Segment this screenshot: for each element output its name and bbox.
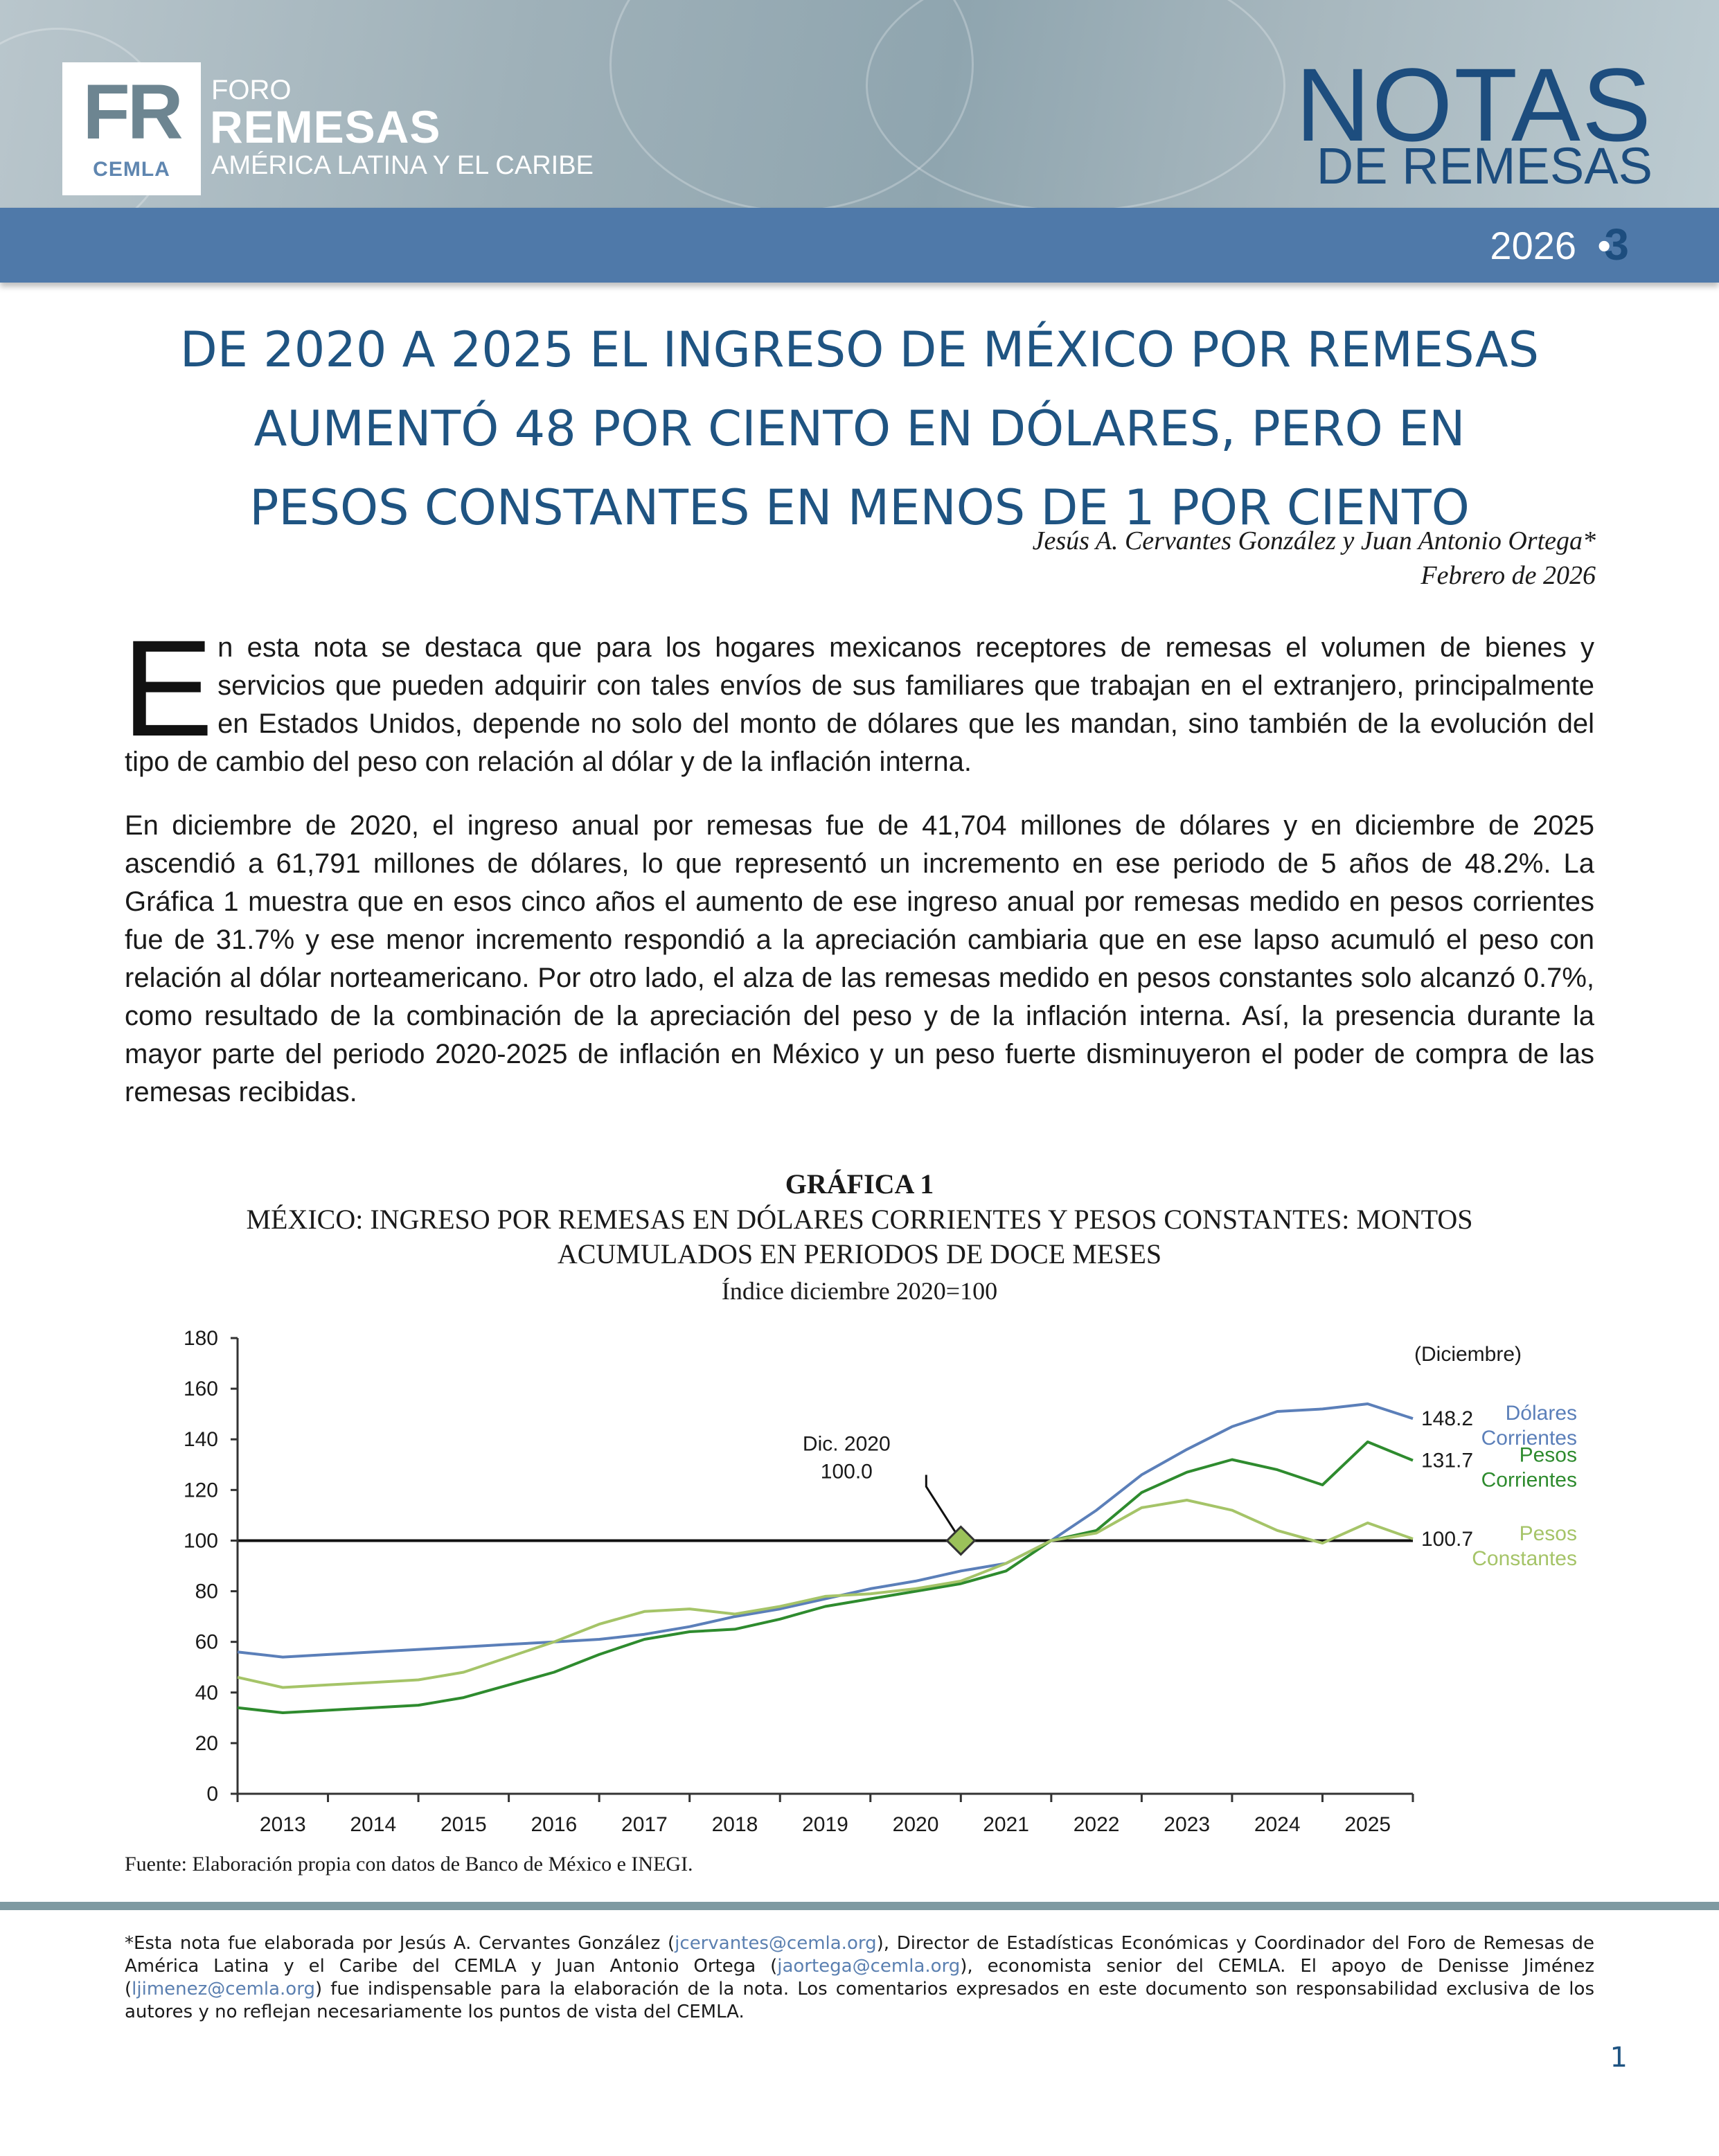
y-tick-label: 40 (195, 1682, 218, 1704)
series-label: Dólares (1506, 1402, 1577, 1425)
y-tick-label: 20 (195, 1732, 218, 1755)
footer-divider (0, 1902, 1719, 1910)
intro-paragraph-text: n esta nota se destaca que para los hoga… (125, 632, 1594, 777)
y-tick-label: 180 (184, 1327, 218, 1350)
foro-remesas-logo: FR CEMLA (62, 62, 201, 195)
end-values-header: (Diciembre) (1414, 1343, 1522, 1366)
remittances-index-chart: 0 20 40 60 80 100 120 140 160 180 2013 2014 2015 2016… (184, 1327, 1577, 1836)
article-title-line: AUMENTÓ 48 POR CIENTO EN DÓLARES, PERO E… (253, 400, 1466, 457)
article-title-line: DE 2020 A 2025 EL INGRESO DE MÉXICO POR … (179, 321, 1540, 378)
x-tick-label: 2019 (802, 1813, 848, 1836)
end-value-label: 131.7 (1421, 1450, 1473, 1472)
y-tick-label: 100 (184, 1529, 218, 1552)
body-paragraph: En diciembre de 2020, el ingreso anual p… (125, 810, 1594, 1107)
x-tick-label: 2014 (350, 1813, 396, 1836)
x-tick-label: 2015 (440, 1813, 487, 1836)
y-tick-label: 120 (184, 1479, 218, 1502)
x-tick-label: 2021 (983, 1813, 1029, 1836)
banner-ornament (866, 0, 1285, 208)
issue-year: 2026 (1490, 224, 1576, 267)
page-number: 1 (1610, 2042, 1628, 2074)
annotation-marker (945, 1525, 977, 1556)
x-tick-label: 2017 (621, 1813, 668, 1836)
y-tick-label: 0 (206, 1783, 218, 1806)
y-tick-label: 160 (184, 1378, 218, 1400)
x-tick-label: 2023 (1164, 1813, 1210, 1836)
footnote-text: *Esta nota fue elaborada por Jesús A. Ce… (125, 1933, 675, 1954)
drop-cap: E (122, 612, 214, 765)
footnote-text: ), Director de Estadísticas Económicas y… (125, 1933, 1595, 1977)
author-footnote: *Esta nota fue elaborada por Jesús A. Ce… (125, 1932, 1594, 2024)
end-value-label: 148.2 (1421, 1407, 1473, 1430)
logo-region: AMÉRICA LATINA Y EL CARIBE (211, 151, 594, 180)
series-lines-group (237, 1402, 1414, 1714)
email-link[interactable]: jaortega@cemla.org (777, 1956, 961, 1977)
series-label: Constantes (1472, 1547, 1577, 1570)
series-label: Corrientes (1481, 1469, 1577, 1492)
x-tick-label: 2022 (1074, 1813, 1120, 1836)
annotation-leader (925, 1475, 962, 1542)
end-value-label: 100.7 (1421, 1528, 1473, 1551)
x-tick-label: 2018 (712, 1813, 758, 1836)
axes-group: 0 20 40 60 80 100 120 140 160 180 2013 2014 2015 2016… (184, 1327, 1414, 1836)
series-line-2 (237, 1499, 1414, 1689)
series-line-0 (237, 1402, 1414, 1659)
footnote-text: ), economista senior del CEMLA. El apoyo… (125, 1956, 1594, 1999)
issue-band (0, 208, 1719, 283)
header-banner (0, 0, 1719, 208)
y-tick-label: 60 (195, 1631, 218, 1654)
x-tick-label: 2013 (260, 1813, 306, 1836)
email-link[interactable]: jcervantes@cemla.org (675, 1933, 877, 1954)
chart-title: MÉXICO: INGRESO POR REMESAS EN DÓLARES C… (246, 1204, 1473, 1269)
issue-bullet: • (1597, 224, 1611, 267)
article-title-line: PESOS CONSTANTES EN MENOS DE 1 POR CIENT… (249, 479, 1470, 536)
annotation-value: 100.0 (821, 1460, 873, 1483)
chart-subtitle: Índice diciembre 2020=100 (721, 1277, 998, 1305)
article-authors: Jesús A. Cervantes González y Juan Anton… (1032, 526, 1596, 555)
series-subtitle: DE REMESAS (1316, 137, 1653, 195)
chart-source: Fuente: Elaboración propia con datos de … (125, 1853, 693, 1876)
series-line-1 (237, 1440, 1414, 1714)
email-link[interactable]: ljimenez@cemla.org (132, 1979, 315, 1999)
y-tick-label: 140 (184, 1428, 218, 1451)
article-title: DE 2020 A 2025 EL INGRESO DE MÉXICO POR … (104, 310, 1615, 547)
logo-monogram: FR (82, 69, 183, 155)
logo-foro: FORO (211, 75, 292, 105)
footnote-text: ) fue indispensable para la elaboración … (125, 1979, 1594, 2022)
article-date: Febrero de 2026 (1420, 561, 1596, 590)
issue-number: 3 (1604, 220, 1629, 269)
annotation-group: Dic. 2020 100.0 (803, 1432, 977, 1556)
logo-remesas: REMESAS (210, 101, 441, 152)
annotation-label: Dic. 2020 (803, 1432, 891, 1455)
logo-cemla: CEMLA (93, 158, 170, 181)
x-tick-label: 2025 (1344, 1813, 1391, 1836)
series-label: Pesos (1520, 1522, 1577, 1545)
series-title: NOTAS (1295, 46, 1653, 163)
y-tick-label: 80 (195, 1580, 218, 1603)
x-tick-label: 2024 (1254, 1813, 1301, 1836)
series-label: Pesos (1520, 1444, 1577, 1467)
chart-label: GRÁFICA 1 (785, 1168, 934, 1200)
x-tick-label: 2020 (893, 1813, 939, 1836)
x-tick-label: 2016 (531, 1813, 578, 1836)
series-label: Corrientes (1481, 1427, 1577, 1450)
